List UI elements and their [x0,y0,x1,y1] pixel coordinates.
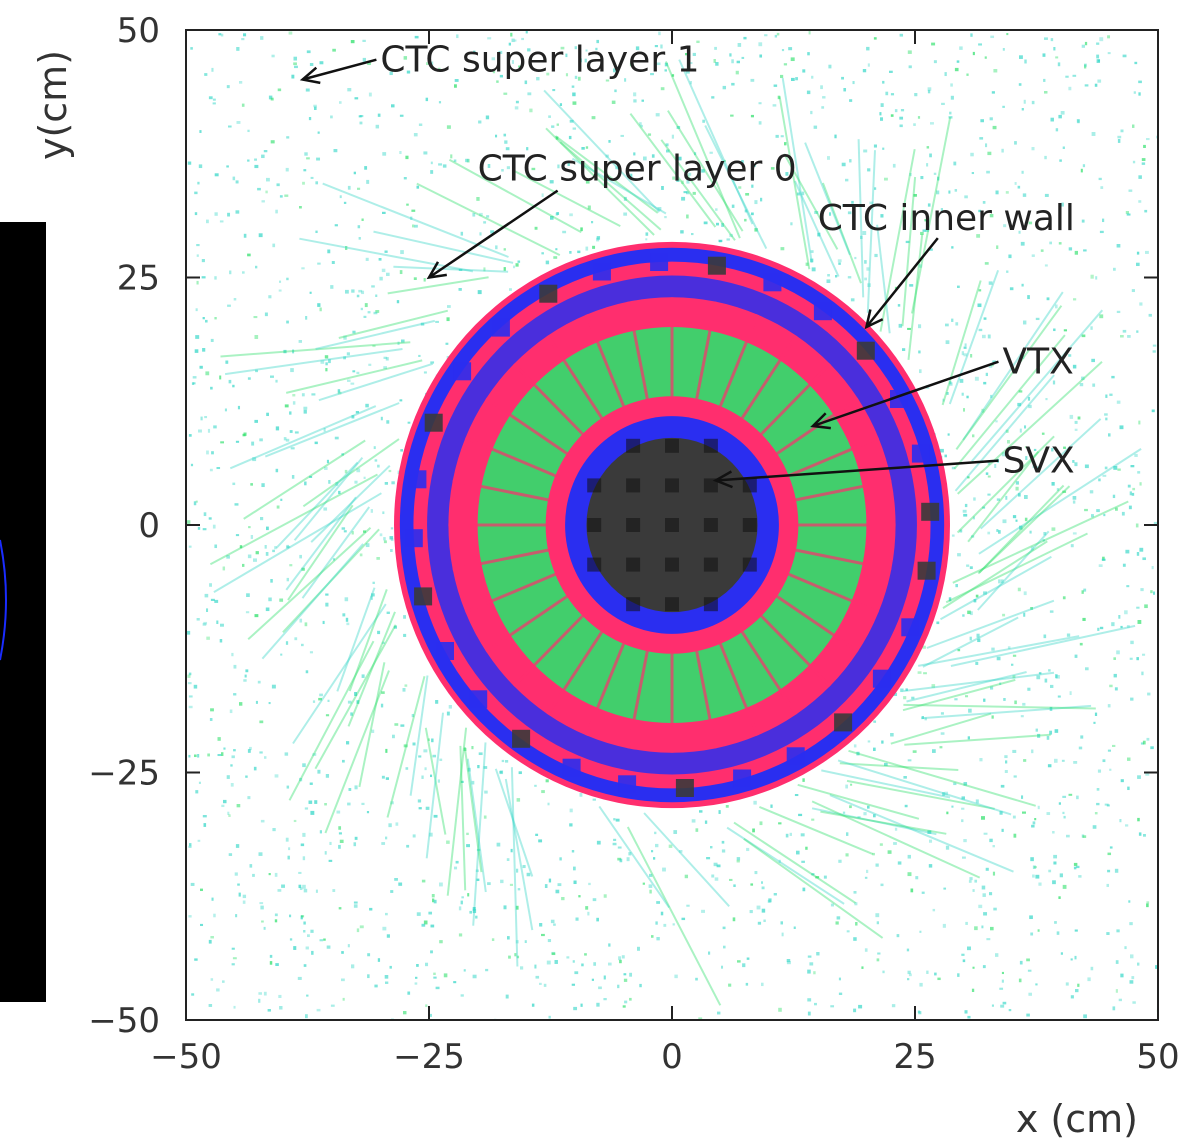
x-axis-title: x (cm) [1016,1097,1138,1141]
y-tick-label: 50 [117,11,160,51]
radial-streaks [209,59,1142,1006]
wall-modules [404,253,940,797]
annotation-label: CTC super layer 1 [380,40,699,81]
annotation-arrow [428,189,559,279]
x-tick-label: 50 [1136,1037,1179,1077]
annotation-arrow [302,58,377,81]
x-tick-label: −25 [393,1037,465,1077]
hit-density-map [186,30,1158,1020]
annotation-label: SVX [1002,441,1074,482]
y-tick-label: −25 [88,754,160,794]
y-tick-label: 25 [117,259,160,299]
annotations: CTC super layer 1 CTC super layer 0 CTC in… [299,40,1075,489]
vtx-spokes [448,297,896,753]
annotation-arrow [865,237,939,328]
x-tick-label: 25 [893,1037,936,1077]
annotation-arrowhead [864,309,884,330]
y-tick-label: 0 [138,506,160,546]
annotation-label: CTC super layer 0 [478,149,797,190]
annotation-arrowhead [426,261,447,280]
svx-modules [587,438,757,612]
annotation-arrowhead [299,66,321,85]
annotation-arrowhead [810,412,831,430]
annotation-label: VTX [1002,342,1073,383]
y-tick-label: −50 [88,1001,160,1041]
annotation-label: CTC inner wall [818,198,1075,239]
annotation-arrow [812,360,999,428]
annotation-arrow [715,459,999,482]
x-tick-label: −50 [150,1037,222,1077]
annotation-arrowhead [712,470,733,489]
colorbar-edge [0,539,7,661]
x-tick-label: 0 [661,1037,683,1077]
axis-ticks: −50 −25 0 25 50 −50 −25 0 25 50 [88,11,1179,1077]
y-axis-title: y(cm) [31,50,75,160]
colorbar [0,222,46,1002]
